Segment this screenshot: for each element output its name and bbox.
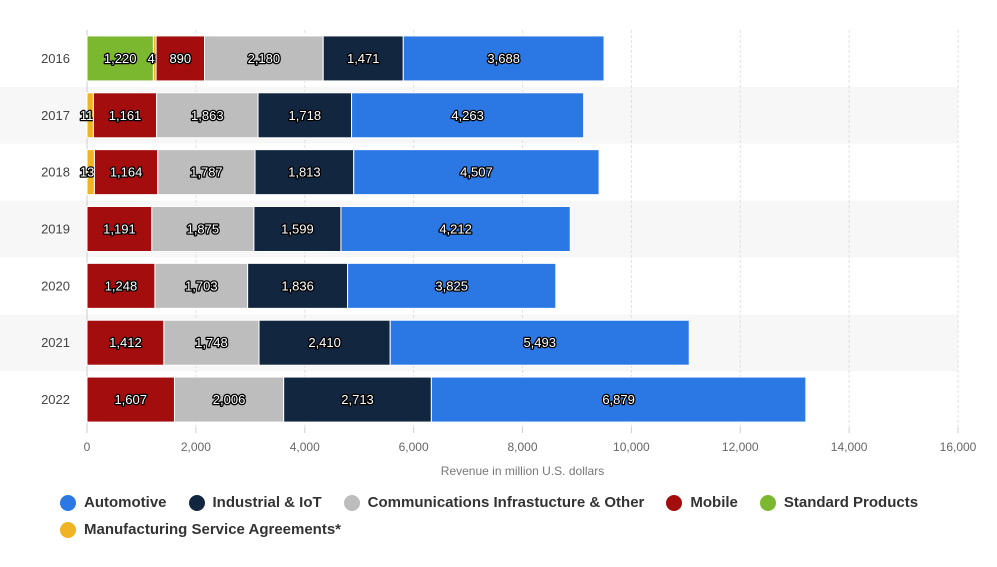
- data-label: 4,507: [460, 165, 493, 180]
- bar-segment: [154, 262, 249, 309]
- bar-segment: [347, 262, 557, 309]
- legend-item[interactable]: Automotive: [60, 494, 167, 511]
- bar-segment: [253, 206, 342, 252]
- x-tick-label: 6,000: [399, 440, 429, 454]
- bar-segment: [93, 149, 159, 196]
- data-label: 1,164: [110, 165, 143, 180]
- data-label: 4,212: [439, 222, 472, 237]
- data-label: 2,180: [248, 51, 281, 66]
- y-tick-label: 2022: [41, 392, 70, 407]
- bar-segment: [351, 92, 585, 139]
- x-tick-label: 0: [84, 440, 91, 454]
- legend-item[interactable]: Communications Infrastucture & Other: [343, 494, 645, 511]
- bar-segment: [157, 149, 256, 196]
- legend-marker: [759, 494, 776, 511]
- legend-item[interactable]: Standard Products: [759, 494, 919, 511]
- data-label: 5,493: [523, 335, 556, 350]
- legend-label: Automotive: [84, 494, 167, 511]
- x-tick-label: 16,000: [940, 440, 977, 454]
- legend-label: Manufacturing Service Agreements*: [84, 521, 342, 538]
- legend-marker: [666, 494, 683, 511]
- data-label: 1,248: [105, 278, 138, 293]
- data-label: 1,863: [191, 108, 224, 123]
- legend-item[interactable]: Industrial & IoT: [188, 494, 322, 511]
- bar-segment: [247, 262, 349, 309]
- bar-segment: [155, 35, 206, 82]
- legend-label: Communications Infrastucture & Other: [367, 494, 645, 511]
- data-label: 1,718: [289, 108, 322, 123]
- y-tick-label: 2017: [41, 108, 70, 123]
- bar-segment: [353, 149, 600, 196]
- bar-segment: [204, 35, 324, 82]
- legend-item[interactable]: Mobile: [666, 494, 738, 511]
- x-tick-label: 8,000: [507, 440, 537, 454]
- data-label: 1,161: [109, 108, 142, 123]
- y-tick-label: 2018: [41, 165, 70, 180]
- data-label: 1,813: [288, 165, 321, 180]
- legend-label: Industrial & IoT: [212, 494, 322, 511]
- y-tick-label: 2021: [41, 335, 70, 350]
- data-label: 2,006: [213, 392, 246, 407]
- x-tick-label: 4,000: [290, 440, 320, 454]
- data-label: 3,825: [435, 278, 468, 293]
- x-tick-label: 14,000: [831, 440, 868, 454]
- legend-marker: [343, 494, 360, 511]
- bar-segment: [283, 376, 432, 423]
- data-label: 1,787: [190, 165, 223, 180]
- data-label: 3,688: [487, 51, 520, 66]
- chart-legend: Automotive Industrial & IoT Communications…: [60, 494, 980, 538]
- data-label: 4,263: [451, 108, 484, 123]
- y-tick-label: 2019: [41, 222, 70, 237]
- x-tick-label: 12,000: [722, 440, 759, 454]
- bar-segment: [402, 35, 605, 82]
- legend-marker: [60, 494, 76, 511]
- data-label: 1,191: [103, 222, 136, 237]
- bar-segment: [254, 149, 355, 196]
- data-label: 1,875: [187, 222, 220, 237]
- x-axis-title: Revenue in million U.S. dollars: [441, 464, 604, 478]
- legend-marker: [188, 494, 205, 511]
- bar-segment: [86, 262, 156, 309]
- bar-segment: [151, 206, 255, 252]
- x-tick-label: 10,000: [613, 440, 650, 454]
- y-tick-label: 2016: [41, 51, 70, 66]
- bar-segment: [389, 319, 690, 366]
- bar-segment: [92, 92, 158, 139]
- bar-segment: [163, 319, 260, 366]
- legend-item[interactable]: Manufacturing Service Agreements*: [60, 521, 341, 538]
- bar-segment: [86, 376, 175, 423]
- data-label: 2,410: [308, 335, 341, 350]
- data-label: 1,412: [109, 335, 142, 350]
- data-label: 890: [169, 51, 191, 66]
- data-label: 1,220: [104, 51, 137, 66]
- x-tick-label: 2,000: [181, 440, 211, 454]
- data-label: 2,713: [341, 392, 374, 407]
- data-label: 1,599: [281, 222, 314, 237]
- bar-segment: [86, 35, 154, 82]
- data-label: 1,703: [185, 278, 218, 293]
- bar-segment: [258, 319, 391, 366]
- legend-label: Standard Products: [783, 494, 919, 511]
- legend-marker: [60, 521, 76, 538]
- legend-label: Mobile: [690, 494, 738, 511]
- bar-segment: [340, 206, 571, 252]
- data-label: 1,748: [195, 335, 228, 350]
- bar-segment: [430, 376, 807, 423]
- data-label: 1,607: [114, 392, 147, 407]
- data-label: 6,879: [602, 392, 635, 407]
- data-label: 1,836: [281, 278, 314, 293]
- bar-segment: [86, 206, 153, 252]
- bar-segment: [156, 92, 259, 139]
- data-label: 1,471: [347, 51, 380, 66]
- bar-segment: [173, 376, 285, 423]
- y-tick-label: 2020: [41, 278, 70, 293]
